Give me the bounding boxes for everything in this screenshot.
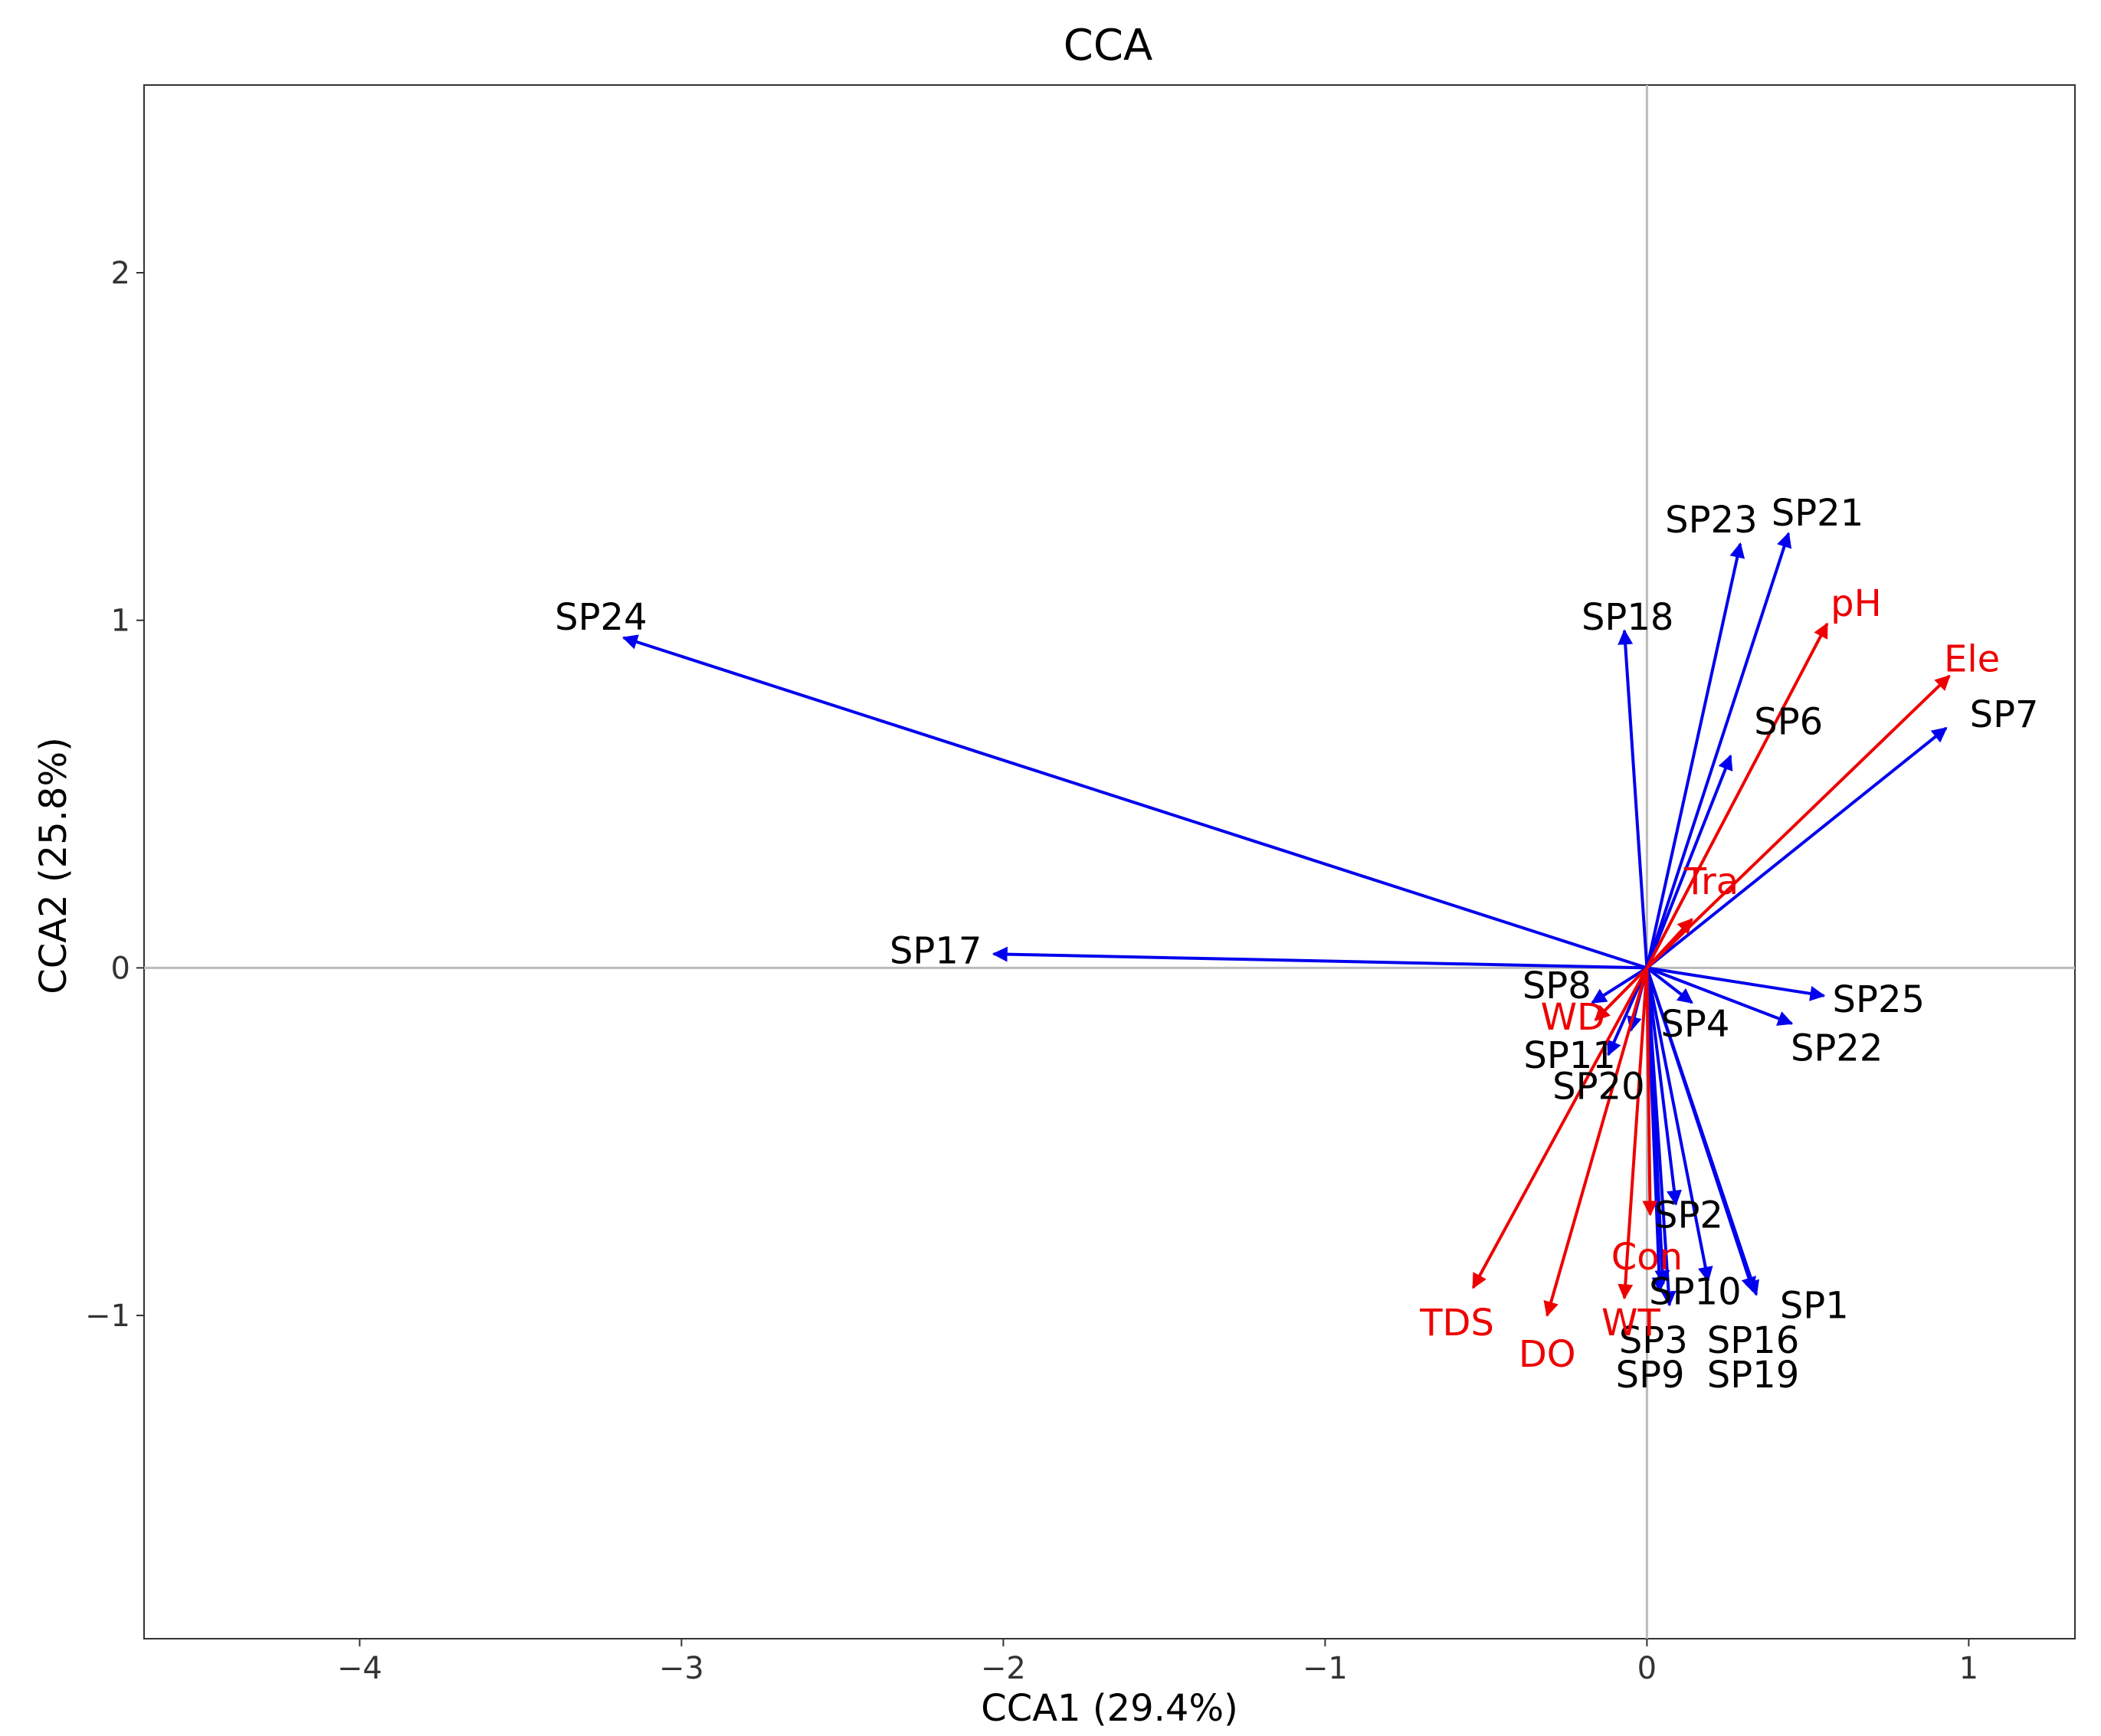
sp25-label: SP25 bbox=[1833, 978, 1926, 1021]
reference-lines bbox=[144, 85, 2075, 1639]
sp6-arrow bbox=[1645, 754, 1733, 969]
sp4-label: SP4 bbox=[1660, 1003, 1729, 1046]
sp22-arrow bbox=[1646, 966, 1794, 1026]
sp1-label: SP1 bbox=[1780, 1284, 1849, 1327]
tds-arrow bbox=[1471, 967, 1649, 1289]
sp19-label: SP19 bbox=[1707, 1354, 1800, 1397]
sp16-arrow bbox=[1645, 967, 1713, 1282]
x-tick-label: −1 bbox=[1303, 1651, 1348, 1686]
wd-arrow bbox=[1594, 966, 1648, 1021]
y-axis: −1 0 1 2 bbox=[85, 256, 144, 1334]
sp17-arrow bbox=[992, 946, 1647, 970]
sp24-arrow bbox=[621, 634, 1648, 970]
ph-arrow bbox=[1645, 622, 1829, 969]
x-axis-title: CCA1 (29.4%) bbox=[981, 1687, 1238, 1730]
tra-arrow bbox=[1645, 918, 1693, 969]
sp21-label: SP21 bbox=[1772, 492, 1864, 535]
x-tick-label: 1 bbox=[1959, 1651, 1978, 1686]
sp6-label: SP6 bbox=[1754, 700, 1823, 743]
species-arrows bbox=[621, 532, 1948, 1307]
sp18-label: SP18 bbox=[1581, 596, 1674, 639]
sp17-label: SP17 bbox=[890, 930, 982, 973]
y-tick-label: 2 bbox=[111, 256, 130, 291]
sp18-arrow bbox=[1618, 629, 1649, 968]
sp24-label: SP24 bbox=[555, 596, 647, 639]
sp25-arrow bbox=[1647, 966, 1826, 1001]
environment-arrows bbox=[1471, 622, 1951, 1317]
sp8-arrow bbox=[1591, 966, 1648, 1004]
sp8-label: SP8 bbox=[1522, 965, 1591, 1007]
sp7-arrow bbox=[1646, 726, 1948, 969]
sp9-label: SP9 bbox=[1616, 1354, 1685, 1397]
plot-panel bbox=[143, 84, 2076, 1639]
sp4-arrow bbox=[1646, 966, 1693, 1004]
y-tick-label: −1 bbox=[85, 1299, 130, 1334]
arrow-labels: SP24 SP17 SP18 SP23 SP21 SP6 SP7 SP25 SP22 SP4 SP8… bbox=[555, 492, 2038, 1397]
sp11-label: SP11 bbox=[1523, 1034, 1616, 1077]
sp3-label: SP3 bbox=[1619, 1319, 1688, 1362]
do-label: DO bbox=[1519, 1333, 1576, 1376]
sp23-arrow bbox=[1645, 542, 1745, 968]
y-tick-label: 1 bbox=[111, 604, 130, 639]
tds-label: TDS bbox=[1419, 1302, 1494, 1345]
tra-label: Tra bbox=[1683, 860, 1739, 903]
x-axis: −4 −3 −2 −1 0 1 bbox=[337, 1639, 1978, 1686]
sp20-label: SP20 bbox=[1552, 1066, 1645, 1109]
sp2-arrow bbox=[1645, 968, 1682, 1206]
sp16-label: SP16 bbox=[1707, 1319, 1800, 1362]
wt-label: WT bbox=[1601, 1302, 1660, 1345]
do-arrow bbox=[1543, 967, 1649, 1317]
chart-title: CCA bbox=[1064, 21, 1153, 70]
x-tick-label: −4 bbox=[337, 1651, 382, 1686]
x-tick-label: −2 bbox=[981, 1651, 1026, 1686]
ele-arrow bbox=[1646, 674, 1951, 969]
wd-label: WD bbox=[1541, 996, 1605, 1039]
sp10-label: SP10 bbox=[1649, 1270, 1742, 1313]
wt-arrow bbox=[1618, 968, 1649, 1300]
sp7-label: SP7 bbox=[1970, 693, 2039, 736]
x-tick-label: −3 bbox=[659, 1651, 704, 1686]
sp21-arrow bbox=[1645, 532, 1792, 968]
y-tick-label: 0 bbox=[111, 951, 130, 986]
ph-label: pH bbox=[1831, 582, 1882, 625]
sp2-label: SP2 bbox=[1654, 1194, 1723, 1236]
sp23-label: SP23 bbox=[1665, 499, 1758, 542]
sp22-label: SP22 bbox=[1791, 1027, 1883, 1070]
x-tick-label: 0 bbox=[1637, 1651, 1657, 1686]
con-label: Con bbox=[1611, 1236, 1683, 1279]
y-axis-title: CCA2 (25.8%) bbox=[32, 737, 75, 994]
con-arrow bbox=[1642, 968, 1658, 1217]
sp19-arrow bbox=[1645, 967, 1756, 1293]
ele-label: Ele bbox=[1944, 638, 2000, 681]
